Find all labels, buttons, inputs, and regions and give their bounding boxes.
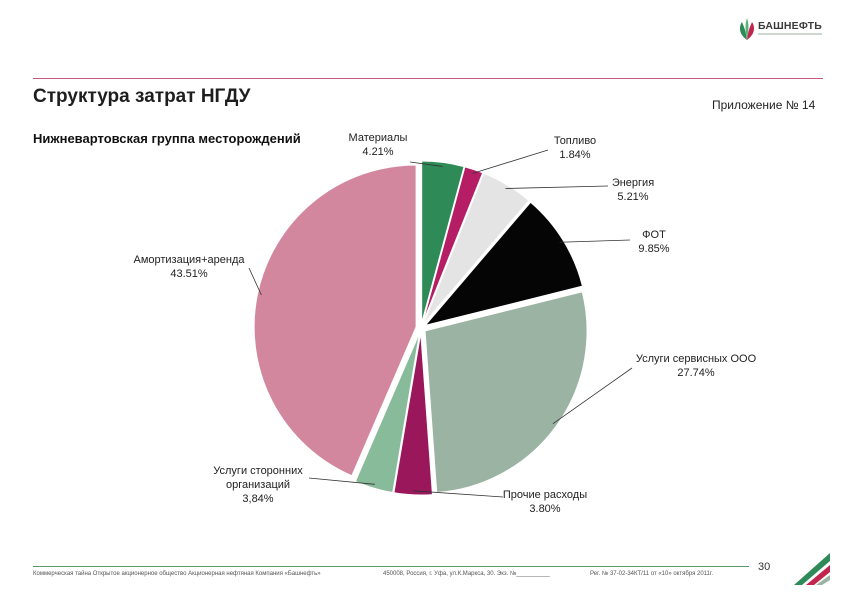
leader-line-прочие-расходы <box>413 490 504 498</box>
slice-value-прочие-расходы: 3.80% <box>529 503 560 515</box>
slice-label-услуги-сторонних-организаций: Услуги сторонних организаций 3,84% <box>213 465 303 505</box>
slice-value-услуги-сторонних-организаций: 3,84% <box>242 493 273 505</box>
appendix-label: Приложение № 14 <box>712 98 816 112</box>
pie-slice-материалы <box>421 160 465 324</box>
slice-label-топливо: Топливо 1.84% <box>554 135 596 161</box>
slice-value-услуги-сервисных-ооо: 27.74% <box>677 367 715 379</box>
footer-divider <box>33 566 749 567</box>
pie-slice-амортизация-аренда <box>253 164 417 477</box>
chart-subtitle: Нижневартовская группа месторождений <box>33 131 301 146</box>
slice-value-амортизация-аренда: 43.51% <box>170 268 208 280</box>
leader-line-амортизация-аренда <box>248 267 262 296</box>
leader-line-топливо <box>472 149 549 174</box>
pie-slice-фот <box>423 201 584 327</box>
footer-address: 450008, Россия, г. Уфа, ул.К.Маркса, 30.… <box>383 571 550 577</box>
page-title: Структура затрат НГДУ <box>33 86 251 107</box>
pie-slice-услуги-сторонних-организаций <box>354 332 421 494</box>
pie-slice-прочие-расходы <box>393 332 433 496</box>
slice-label-прочие-расходы: Прочие расходы 3.80% <box>503 489 587 515</box>
page-number: 30 <box>758 561 771 573</box>
pie-slice-услуги-сервисных-ооо <box>424 291 588 494</box>
slice-value-энергия: 5.21% <box>617 191 648 203</box>
brand-tagline-bar <box>758 33 822 35</box>
slice-label-материалы: Материалы 4.21% <box>349 132 408 158</box>
footer-registration: Рег. № 37-02-34КТ/11 от «10» октября 201… <box>590 571 714 577</box>
bashneft-flower-icon <box>739 18 755 40</box>
slice-label-фот: ФОТ 9.85% <box>638 229 669 255</box>
slice-label-энергия: Энергия 5.21% <box>612 177 654 203</box>
leader-line-материалы <box>409 161 443 167</box>
bashneft-logo: БАШНЕФТЬ <box>736 14 826 44</box>
corner-decoration <box>794 553 830 585</box>
slice-value-фот: 9.85% <box>638 243 669 255</box>
pie-slice-топливо <box>422 166 484 324</box>
slice-value-топливо: 1.84% <box>559 149 590 161</box>
header-divider <box>33 78 823 79</box>
pie-slice-энергия <box>423 172 530 325</box>
leader-line-фот <box>559 239 631 243</box>
leader-line-энергия <box>505 185 609 189</box>
leader-line-услуги-сервисных-ооо <box>552 367 633 424</box>
leader-line-услуги-сторонних-организаций <box>308 477 375 485</box>
slice-value-материалы: 4.21% <box>362 146 393 158</box>
brand-name: БАШНЕФТЬ <box>758 20 822 32</box>
slice-label-услуги-сервисных-ооо: Услуги сервисных ООО 27.74% <box>636 353 757 379</box>
slice-label-амортизация-аренда: Амортизация+аренда 43.51% <box>133 254 245 280</box>
footer-secrecy: Коммерческая тайна Открытое акционерное … <box>33 571 321 577</box>
